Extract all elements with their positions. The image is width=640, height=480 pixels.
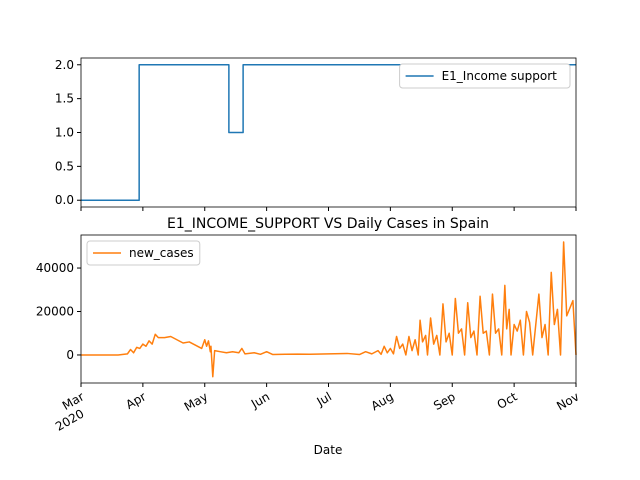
y-tick-label: 2.0 [55, 58, 74, 72]
legend-label: E1_Income support [442, 69, 558, 83]
y-tick-label: 0 [66, 348, 74, 362]
axes-frame [80, 57, 577, 208]
y-tick-label: 40000 [36, 261, 74, 275]
data-line [81, 64, 576, 201]
y-tick-label: 1.5 [55, 92, 74, 106]
chart-title: E1_INCOME_SUPPORT VS Daily Cases in Spai… [167, 216, 489, 232]
y-tick-label: 1.0 [55, 126, 74, 140]
y-tick-label: 20000 [36, 304, 74, 318]
axes-frame [80, 234, 577, 384]
data-line [81, 241, 577, 378]
y-tick-label: 0.0 [55, 193, 74, 207]
legend-label: new_cases [129, 246, 194, 260]
legend-box [86, 240, 201, 266]
x-tick-label: Jul [314, 389, 334, 409]
legend-box [399, 63, 571, 89]
y-tick-label: 0.5 [55, 159, 74, 173]
x-axis-label: Date [314, 443, 343, 457]
